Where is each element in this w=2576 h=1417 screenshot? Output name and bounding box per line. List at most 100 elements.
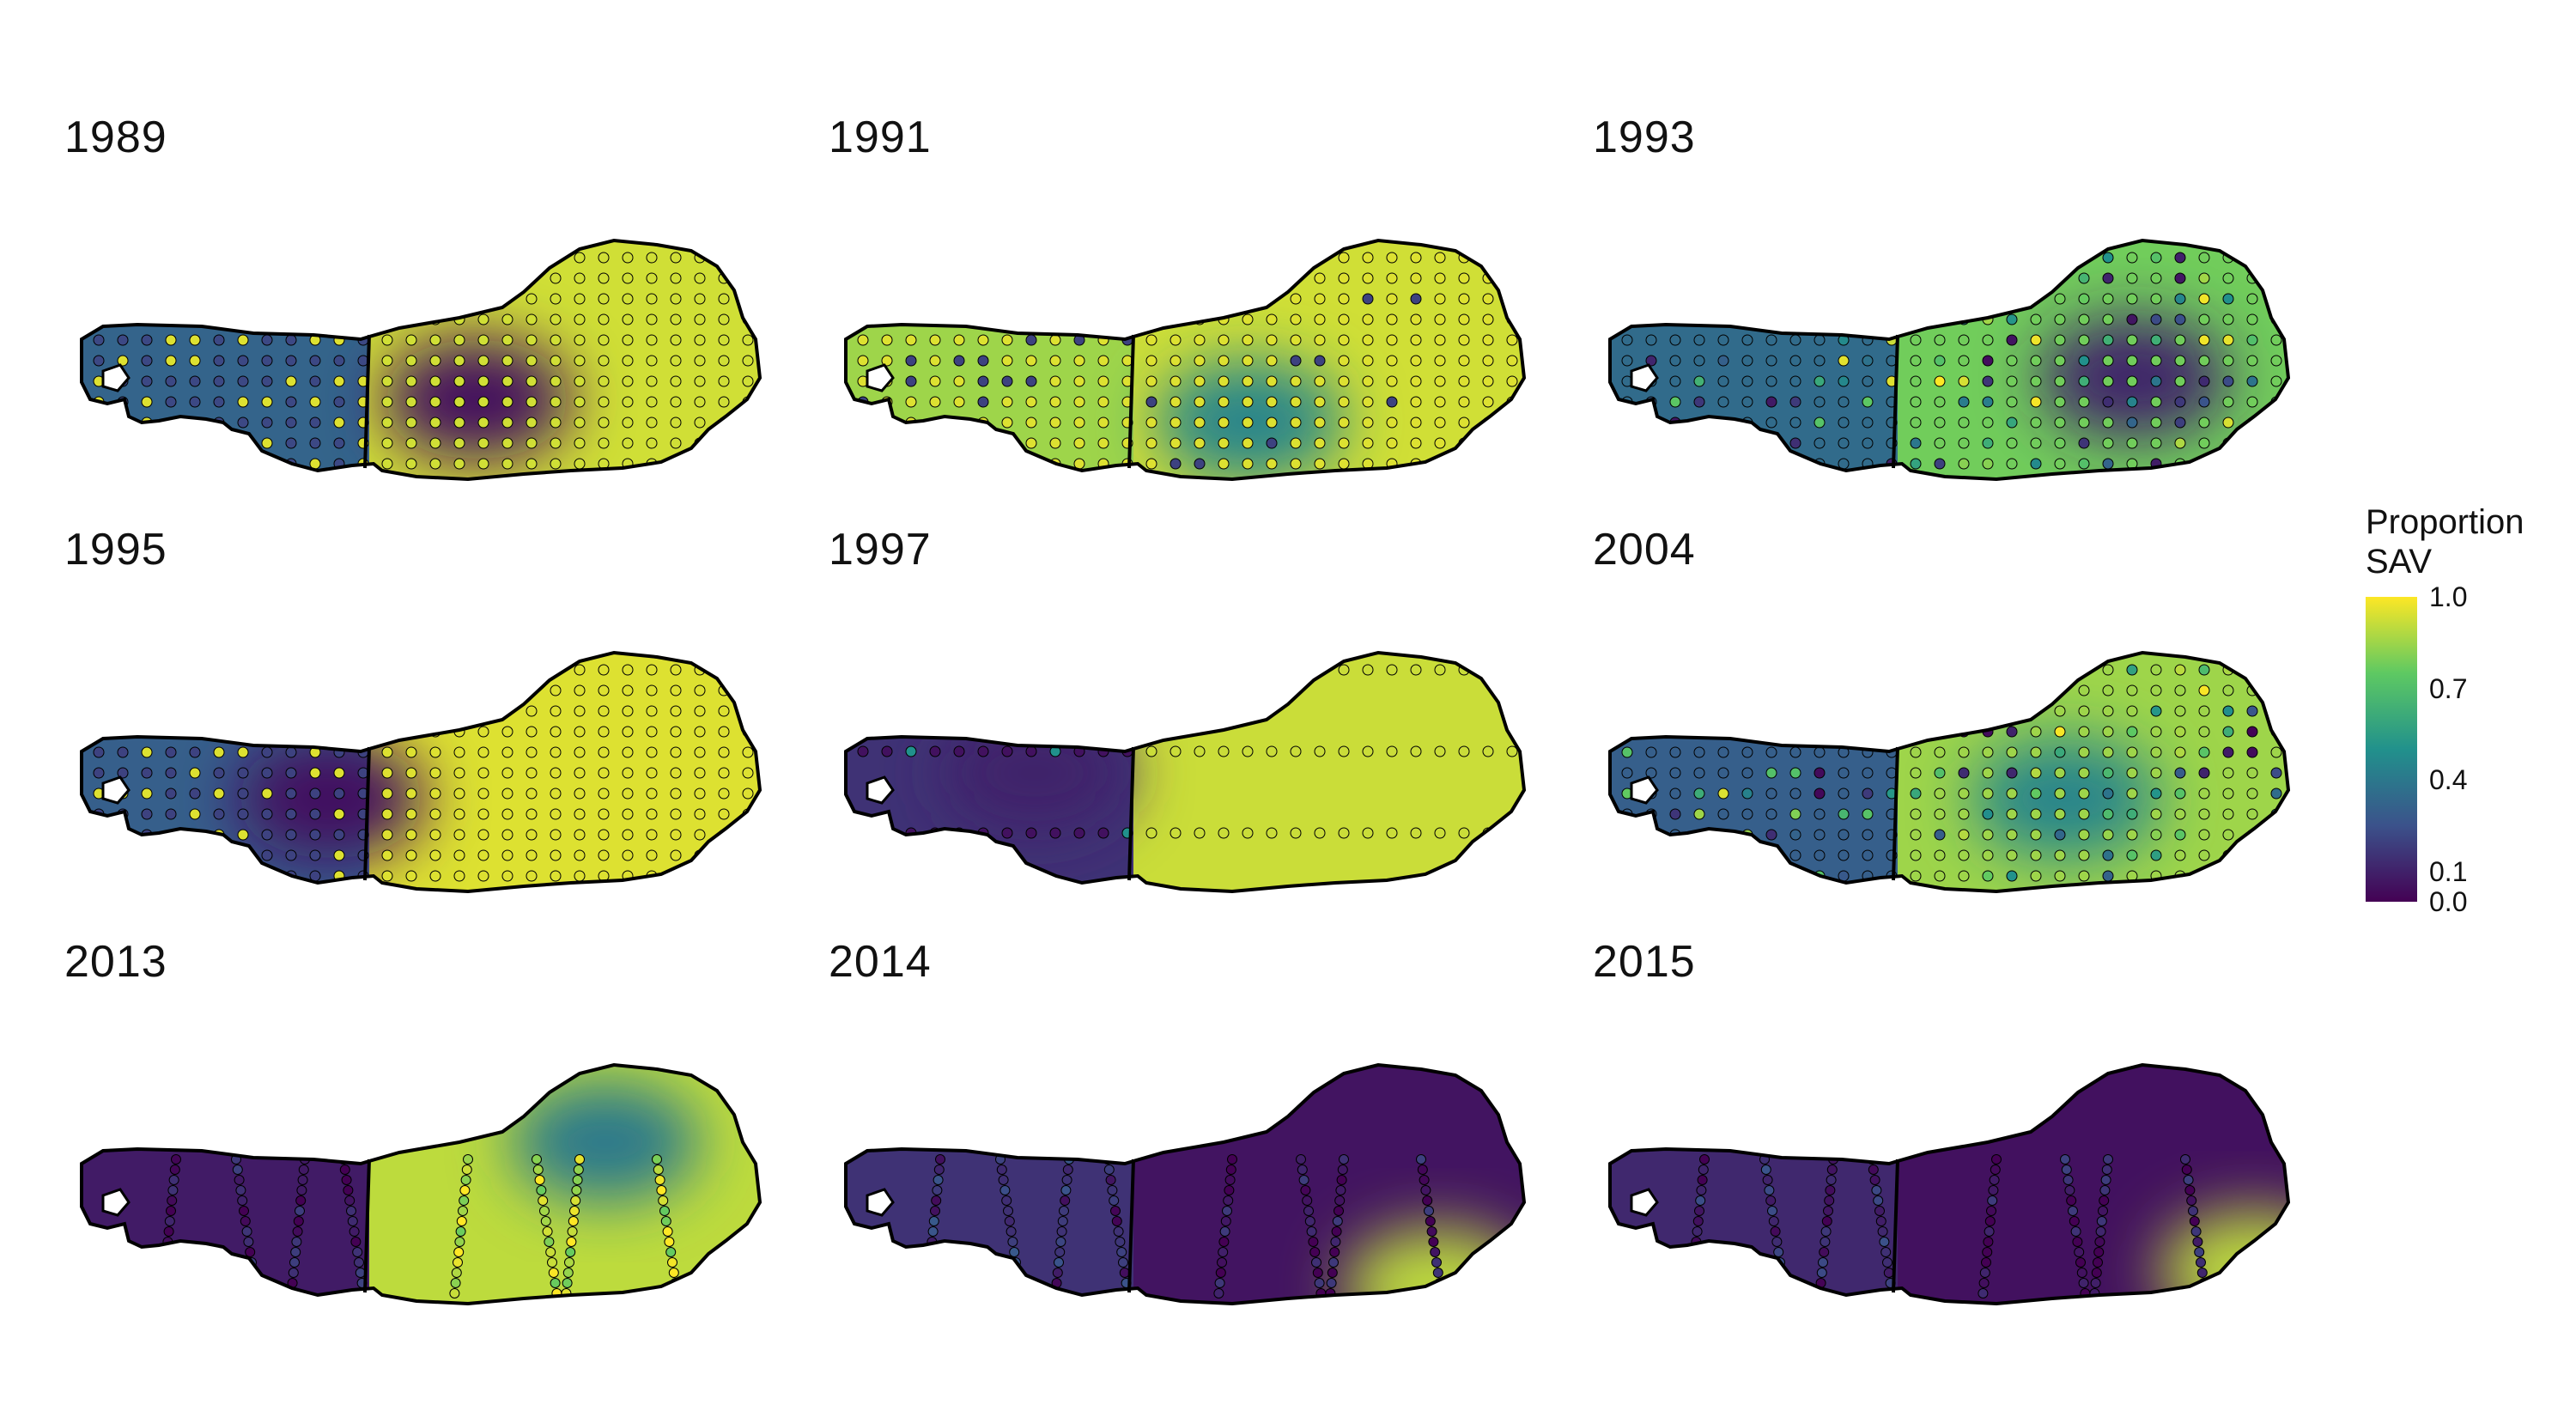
sample-point bbox=[929, 664, 941, 676]
sample-point bbox=[344, 1195, 355, 1206]
sample-point bbox=[1645, 849, 1657, 861]
sample-point bbox=[1814, 767, 1826, 779]
sample-point bbox=[2006, 664, 2018, 676]
sample-point bbox=[534, 1175, 545, 1185]
sample-point bbox=[429, 437, 441, 449]
sample-point bbox=[1717, 334, 1729, 346]
sample-point bbox=[1645, 355, 1657, 367]
sample-point bbox=[718, 458, 730, 470]
sample-point bbox=[261, 334, 273, 346]
sample-point bbox=[429, 334, 441, 346]
sample-point bbox=[1789, 252, 1801, 264]
sample-point bbox=[289, 1257, 300, 1268]
sample-point bbox=[1049, 252, 1061, 264]
sample-point bbox=[381, 726, 393, 738]
sample-point bbox=[598, 746, 610, 758]
sample-point bbox=[168, 1175, 179, 1185]
basin-divider bbox=[363, 334, 371, 469]
sample-point bbox=[1934, 313, 1946, 325]
sample-point bbox=[333, 808, 345, 820]
sample-point bbox=[929, 272, 941, 284]
sample-point bbox=[694, 458, 706, 470]
sample-point bbox=[574, 767, 586, 779]
sample-point bbox=[2270, 375, 2282, 387]
sample-point bbox=[477, 870, 489, 882]
sample-point bbox=[1362, 437, 1374, 449]
sample-point bbox=[501, 334, 513, 346]
sample-point bbox=[1821, 1216, 1832, 1226]
sample-point bbox=[1001, 334, 1013, 346]
sample-point bbox=[2126, 334, 2138, 346]
sample-point bbox=[1194, 827, 1206, 839]
sample-point bbox=[1362, 313, 1374, 325]
sample-point bbox=[526, 396, 538, 408]
sample-point bbox=[477, 375, 489, 387]
sample-point bbox=[309, 437, 321, 449]
sample-point bbox=[1765, 829, 1777, 841]
sample-point bbox=[742, 355, 754, 367]
sample-point bbox=[881, 827, 893, 839]
sample-point bbox=[1717, 684, 1729, 696]
sample-point bbox=[1296, 1154, 1306, 1165]
sample-point bbox=[2222, 334, 2234, 346]
sample-point bbox=[646, 293, 658, 305]
sample-point bbox=[1218, 664, 1230, 676]
sample-point bbox=[742, 684, 754, 696]
panel-year-label: 1993 bbox=[1593, 113, 1696, 162]
sample-point bbox=[742, 746, 754, 758]
sample-point bbox=[670, 664, 682, 676]
sample-point bbox=[1097, 827, 1109, 839]
sample-point bbox=[574, 458, 586, 470]
sample-point bbox=[928, 1216, 939, 1226]
sample-point bbox=[2054, 664, 2066, 676]
sample-point bbox=[1818, 1257, 1828, 1268]
sample-point bbox=[1982, 334, 1994, 346]
sample-point bbox=[622, 375, 634, 387]
sample-point bbox=[1910, 746, 1922, 758]
sample-point bbox=[1814, 664, 1826, 676]
sample-point bbox=[1111, 1216, 1122, 1226]
sample-point bbox=[213, 767, 225, 779]
sample-point bbox=[213, 849, 225, 861]
sample-point bbox=[1482, 252, 1494, 264]
sample-point bbox=[1862, 808, 1874, 820]
sample-point bbox=[1410, 293, 1422, 305]
sample-point bbox=[141, 272, 153, 284]
sample-point bbox=[1741, 705, 1753, 717]
sample-point bbox=[157, 1288, 168, 1298]
sample-point bbox=[93, 458, 105, 470]
sample-point bbox=[1218, 745, 1230, 757]
sample-point bbox=[2174, 684, 2186, 696]
sample-point bbox=[2102, 458, 2114, 470]
sample-point bbox=[574, 829, 586, 841]
sample-point bbox=[117, 726, 129, 738]
sample-point bbox=[2186, 1195, 2197, 1206]
sample-point bbox=[1669, 767, 1681, 779]
sample-point bbox=[598, 272, 610, 284]
sample-point bbox=[429, 705, 441, 717]
sample-point bbox=[117, 293, 129, 305]
sample-point bbox=[857, 293, 869, 305]
sample-point bbox=[459, 1195, 470, 1206]
sample-point bbox=[1982, 829, 1994, 841]
sample-point bbox=[1329, 1247, 1340, 1257]
sample-point bbox=[718, 746, 730, 758]
sample-point bbox=[333, 252, 345, 264]
sample-point bbox=[285, 829, 297, 841]
sample-point bbox=[905, 252, 917, 264]
sample-point bbox=[550, 437, 562, 449]
sample-point bbox=[237, 746, 249, 758]
sample-point bbox=[453, 1257, 463, 1268]
sample-point bbox=[1669, 458, 1681, 470]
sample-point bbox=[141, 664, 153, 676]
sample-point bbox=[1482, 293, 1494, 305]
sample-point bbox=[261, 396, 273, 408]
sample-point bbox=[213, 808, 225, 820]
sample-point bbox=[1741, 396, 1753, 408]
sample-point bbox=[1170, 745, 1182, 757]
sample-point bbox=[1886, 313, 1898, 325]
sample-point bbox=[1001, 375, 1013, 387]
sample-point bbox=[2102, 808, 2114, 820]
sample-point bbox=[1434, 417, 1446, 429]
sample-point bbox=[309, 684, 321, 696]
